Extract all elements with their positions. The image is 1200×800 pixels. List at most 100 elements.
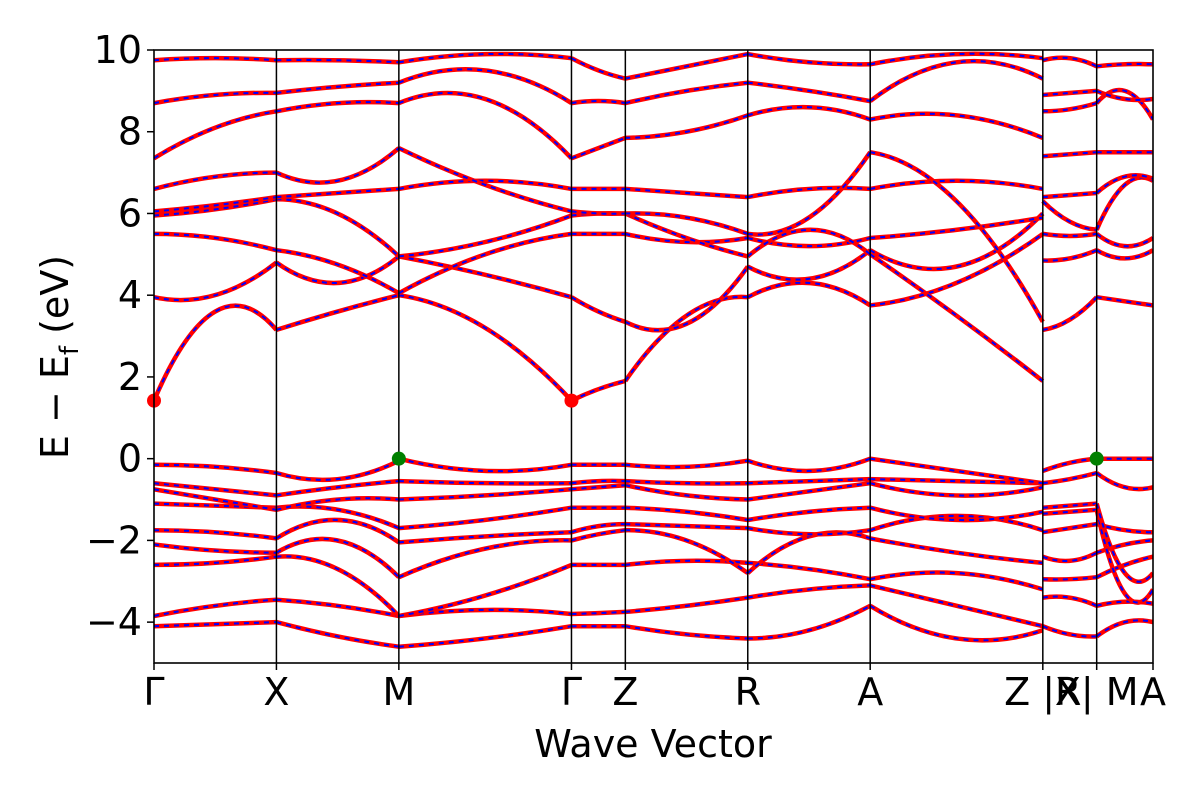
band-down-s6-b5 bbox=[869, 506, 1044, 522]
band-down-s8-b9 bbox=[1096, 296, 1153, 307]
band-down-s3-b12 bbox=[571, 212, 626, 217]
y-tick-label: 2 bbox=[118, 355, 142, 399]
x-tick-label: A bbox=[1140, 670, 1166, 714]
band-down-s1-b3 bbox=[275, 537, 400, 578]
x-tick-label: Z bbox=[612, 670, 638, 714]
band-down-s2-b3 bbox=[398, 539, 572, 579]
band-down-s0-b0 bbox=[154, 621, 277, 628]
band-down-s5-b9 bbox=[747, 281, 871, 307]
band-down-s1-b4 bbox=[275, 518, 400, 544]
band-edge-markers bbox=[147, 393, 1104, 466]
y-axis-ticks: −4 −2 0 2 4 6 8 10 bbox=[86, 28, 154, 644]
band-up-s3-b7 bbox=[571, 478, 626, 486]
band-down-s7-b2 bbox=[1042, 576, 1097, 581]
band-up-s8-b17 bbox=[1096, 61, 1153, 69]
band-up-s8-b5 bbox=[1094, 509, 1153, 605]
y-tick-label: 6 bbox=[118, 191, 142, 235]
x-tick-label: X| M bbox=[1055, 670, 1139, 715]
band-up-s5-b12 bbox=[746, 227, 872, 259]
band-down-s6-b4 bbox=[869, 514, 1044, 532]
band-down-s4-b12 bbox=[624, 212, 749, 258]
band-down-s7-b6 bbox=[1042, 502, 1097, 509]
band-down-s0-b4 bbox=[154, 529, 277, 540]
band-down-s6-b1 bbox=[869, 584, 1044, 628]
band-down-s3-b4 bbox=[571, 523, 626, 534]
band-down-s7-b0 bbox=[1042, 625, 1097, 638]
band-down-s2-b10 bbox=[398, 255, 572, 299]
band-up-s7-b2 bbox=[1042, 574, 1097, 582]
band-down-s2-b14 bbox=[398, 147, 572, 213]
band-down-s5-b13 bbox=[747, 186, 871, 199]
band-down-s8-b16 bbox=[1096, 89, 1153, 102]
band-down-s0-b9 bbox=[154, 304, 278, 401]
band-down-s4-b17 bbox=[625, 53, 748, 80]
band-down-s1-b7 bbox=[276, 480, 399, 497]
band-down-s5-b7 bbox=[747, 478, 871, 485]
band-down-s6-b11 bbox=[870, 216, 1043, 239]
band-down-s1-b16 bbox=[276, 81, 399, 94]
band-down-s0-b5 bbox=[154, 502, 277, 509]
band-down-s1-b9 bbox=[276, 294, 400, 331]
x-tick-label: R bbox=[735, 670, 761, 714]
band-down-s1-b11 bbox=[276, 249, 400, 295]
band-down-s3-b15 bbox=[571, 136, 626, 160]
band-down-s5-b5 bbox=[747, 506, 871, 521]
band-down-s7-b12 bbox=[1042, 200, 1097, 231]
band-down-s7-b7 bbox=[1042, 472, 1097, 485]
band-down-s6-b7 bbox=[870, 478, 1043, 485]
band-down-s7-b14 bbox=[1042, 151, 1097, 158]
band-down-s2-b4 bbox=[398, 531, 572, 544]
band-down-s6-b0 bbox=[869, 604, 1044, 642]
x-tick-label: Γ bbox=[143, 670, 164, 714]
band-down-s2-b13 bbox=[398, 179, 572, 190]
y-axis-title-main: E − E bbox=[33, 355, 77, 459]
band-down-s0-b16 bbox=[154, 91, 277, 105]
band-down-s5-b4 bbox=[747, 527, 871, 536]
band-up-s3-b16 bbox=[571, 98, 626, 106]
band-down-s7-b10 bbox=[1042, 249, 1098, 262]
x-tick-label: X bbox=[263, 670, 289, 714]
band-down-s4-b9 bbox=[624, 295, 748, 382]
band-down-s7-b16 bbox=[1042, 89, 1097, 96]
band-down-s5-b1 bbox=[747, 584, 871, 599]
band-down-s4-b4 bbox=[625, 523, 748, 530]
band-down-s5-b17 bbox=[747, 53, 871, 66]
band-down-s4-b6 bbox=[625, 484, 748, 501]
vbm-marker bbox=[391, 451, 406, 466]
x-tick-label: Z |R bbox=[1004, 670, 1081, 715]
band-down-s1-b12 bbox=[276, 198, 400, 258]
band-down-s3-b3 bbox=[571, 529, 626, 542]
band-down-s3-b14 bbox=[571, 210, 626, 215]
band-down-s2-b9 bbox=[398, 294, 573, 402]
band-down-s8-b6 bbox=[1095, 503, 1153, 583]
band-down-s2-b17 bbox=[398, 52, 572, 64]
band-down-s2-b7 bbox=[398, 480, 572, 485]
y-tick-label: 4 bbox=[118, 273, 142, 317]
band-down-s4-b14 bbox=[625, 212, 749, 235]
band-down-s2-b16 bbox=[398, 68, 573, 104]
band-down-s4-b5 bbox=[625, 506, 748, 521]
band-down-s4-b3 bbox=[625, 529, 749, 574]
band-down-s7-b1 bbox=[1042, 595, 1098, 607]
plot-frame bbox=[153, 49, 1154, 664]
band-down-s1-b15 bbox=[276, 101, 399, 113]
band-up-s0-b15 bbox=[154, 109, 277, 161]
band-down-s6-b6 bbox=[869, 482, 1044, 497]
band-down-s1-b6 bbox=[276, 497, 399, 511]
band-down-s6-b13 bbox=[870, 179, 1043, 190]
band-down-s3-b7 bbox=[571, 479, 626, 485]
band-down-s7-b15 bbox=[1042, 102, 1097, 113]
band-down-s0-b13 bbox=[154, 196, 277, 213]
band-down-s3-b17 bbox=[571, 57, 626, 80]
band-down-s0-b1 bbox=[154, 598, 277, 617]
band-down-s4-b10 bbox=[624, 266, 749, 332]
y-axis-title: E − Ef (eV) bbox=[33, 255, 85, 459]
band-down-s2-b15 bbox=[398, 92, 573, 159]
band-down-s0-b14 bbox=[154, 171, 277, 190]
band-down-s6-b2 bbox=[870, 571, 1044, 591]
band-up-s1-b10 bbox=[275, 254, 401, 286]
band-down-s0-b11 bbox=[154, 232, 277, 252]
y-tick-label: 8 bbox=[118, 110, 142, 154]
